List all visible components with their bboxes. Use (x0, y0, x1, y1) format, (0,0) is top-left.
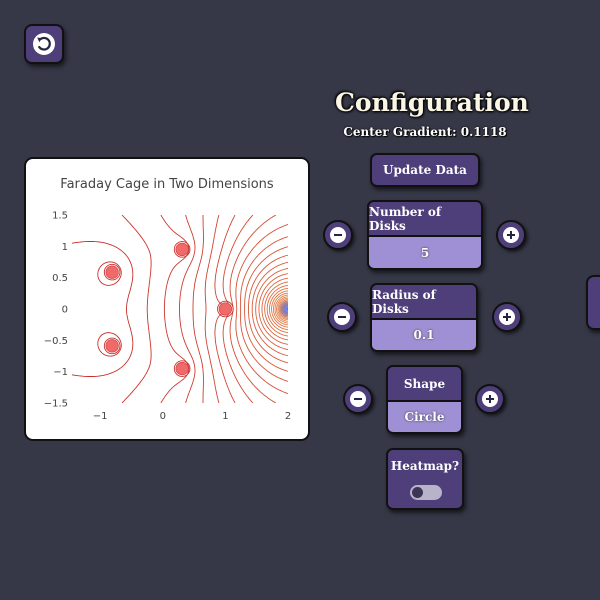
contour-line (261, 277, 288, 341)
minus-icon (334, 309, 350, 325)
heatmap-toggle[interactable] (410, 485, 442, 500)
source-point (278, 299, 288, 319)
contour-line (222, 215, 254, 403)
radius-of-disks-panel: Radius of Disks 0.1 (370, 283, 478, 352)
heatmap-label: Heatmap? (390, 459, 460, 473)
minus-icon (330, 227, 346, 243)
contour-line (244, 246, 288, 372)
contour-lines (72, 215, 288, 403)
contour-line (271, 290, 288, 328)
decrease-disks-button[interactable] (323, 220, 353, 250)
minus-icon (350, 391, 366, 407)
side-drawer-tab[interactable] (586, 275, 600, 330)
shape-panel: Shape Circle (386, 365, 463, 434)
plus-icon (499, 309, 515, 325)
heatmap-panel: Heatmap? (386, 448, 464, 510)
plus-icon (503, 227, 519, 243)
increase-disks-button[interactable] (496, 220, 526, 250)
disks (103, 241, 234, 377)
disk (105, 265, 119, 279)
toggle-knob (412, 487, 423, 498)
update-data-label: Update Data (383, 163, 467, 177)
number-of-disks-panel: Number of Disks 5 (367, 200, 483, 270)
y-tick-label: 1.5 (52, 211, 68, 222)
disk-outline (217, 300, 234, 318)
contour-line (160, 215, 190, 403)
y-tick-label: −1 (53, 367, 68, 378)
contour-line (240, 236, 288, 382)
contour-line (235, 223, 288, 395)
number-of-disks-value[interactable]: 5 (369, 237, 481, 268)
contour-line (272, 292, 288, 326)
y-tick-label: −0.5 (44, 336, 68, 347)
plot-title: Faraday Cage in Two Dimensions (60, 177, 274, 192)
contour-line (251, 261, 288, 357)
contour-line (121, 215, 186, 403)
undo-arrow-icon (33, 33, 55, 55)
contour-line (179, 215, 196, 403)
disk (105, 339, 119, 353)
contour-line (277, 297, 288, 321)
axes: −1 0 1 2 1.5 1 0.5 0 −0.5 −1 −1.5 (44, 211, 291, 423)
disk (175, 361, 189, 376)
increase-radius-button[interactable] (492, 302, 522, 332)
disk-outline (103, 263, 121, 281)
disk-outline (173, 360, 191, 377)
previous-shape-button[interactable] (343, 384, 373, 414)
config-title: Configuration (335, 88, 529, 117)
x-tick-label: 2 (285, 411, 291, 422)
contour-line (274, 294, 288, 324)
contour-plot: Faraday Cage in Two Dimensions −1 0 1 2 1.5 1… (44, 177, 291, 423)
disk-outline (103, 337, 121, 355)
contour-line (266, 284, 288, 334)
x-tick-label: −1 (93, 411, 108, 422)
center-gradient-readout: Center Gradient: 0.1118 (343, 125, 507, 139)
radius-of-disks-label: Radius of Disks (372, 285, 476, 320)
contour-line (264, 281, 288, 337)
y-tick-label: 0 (62, 305, 68, 316)
next-shape-button[interactable] (475, 384, 505, 414)
shape-label: Shape (388, 367, 461, 402)
contour-line (276, 296, 288, 322)
contour-line (255, 267, 288, 351)
contour-line (72, 241, 184, 377)
disk (218, 302, 233, 316)
contour-line (229, 215, 277, 403)
contour-line (204, 215, 227, 403)
plot-card: Faraday Cage in Two Dimensions −1 0 1 2 1.5 1… (24, 157, 310, 441)
contour-line (258, 273, 288, 345)
y-tick-label: 0.5 (52, 273, 68, 284)
contour-line (269, 287, 288, 331)
disk-outline (173, 241, 191, 258)
disk (175, 242, 189, 257)
y-tick-label: −1.5 (44, 399, 68, 410)
x-tick-label: 0 (160, 411, 166, 422)
contour-line (107, 268, 117, 350)
back-button[interactable] (24, 24, 64, 64)
decrease-radius-button[interactable] (327, 302, 357, 332)
contour-line (97, 261, 122, 357)
contour-line (248, 254, 288, 364)
radius-of-disks-value[interactable]: 0.1 (372, 320, 476, 350)
contour-line (192, 215, 204, 403)
shape-value[interactable]: Circle (388, 402, 461, 432)
update-data-button[interactable]: Update Data (370, 153, 480, 187)
number-of-disks-label: Number of Disks (369, 202, 481, 237)
y-tick-label: 1 (62, 242, 68, 253)
plus-icon (482, 391, 498, 407)
x-tick-label: 1 (222, 411, 228, 422)
source-glow (278, 299, 288, 319)
